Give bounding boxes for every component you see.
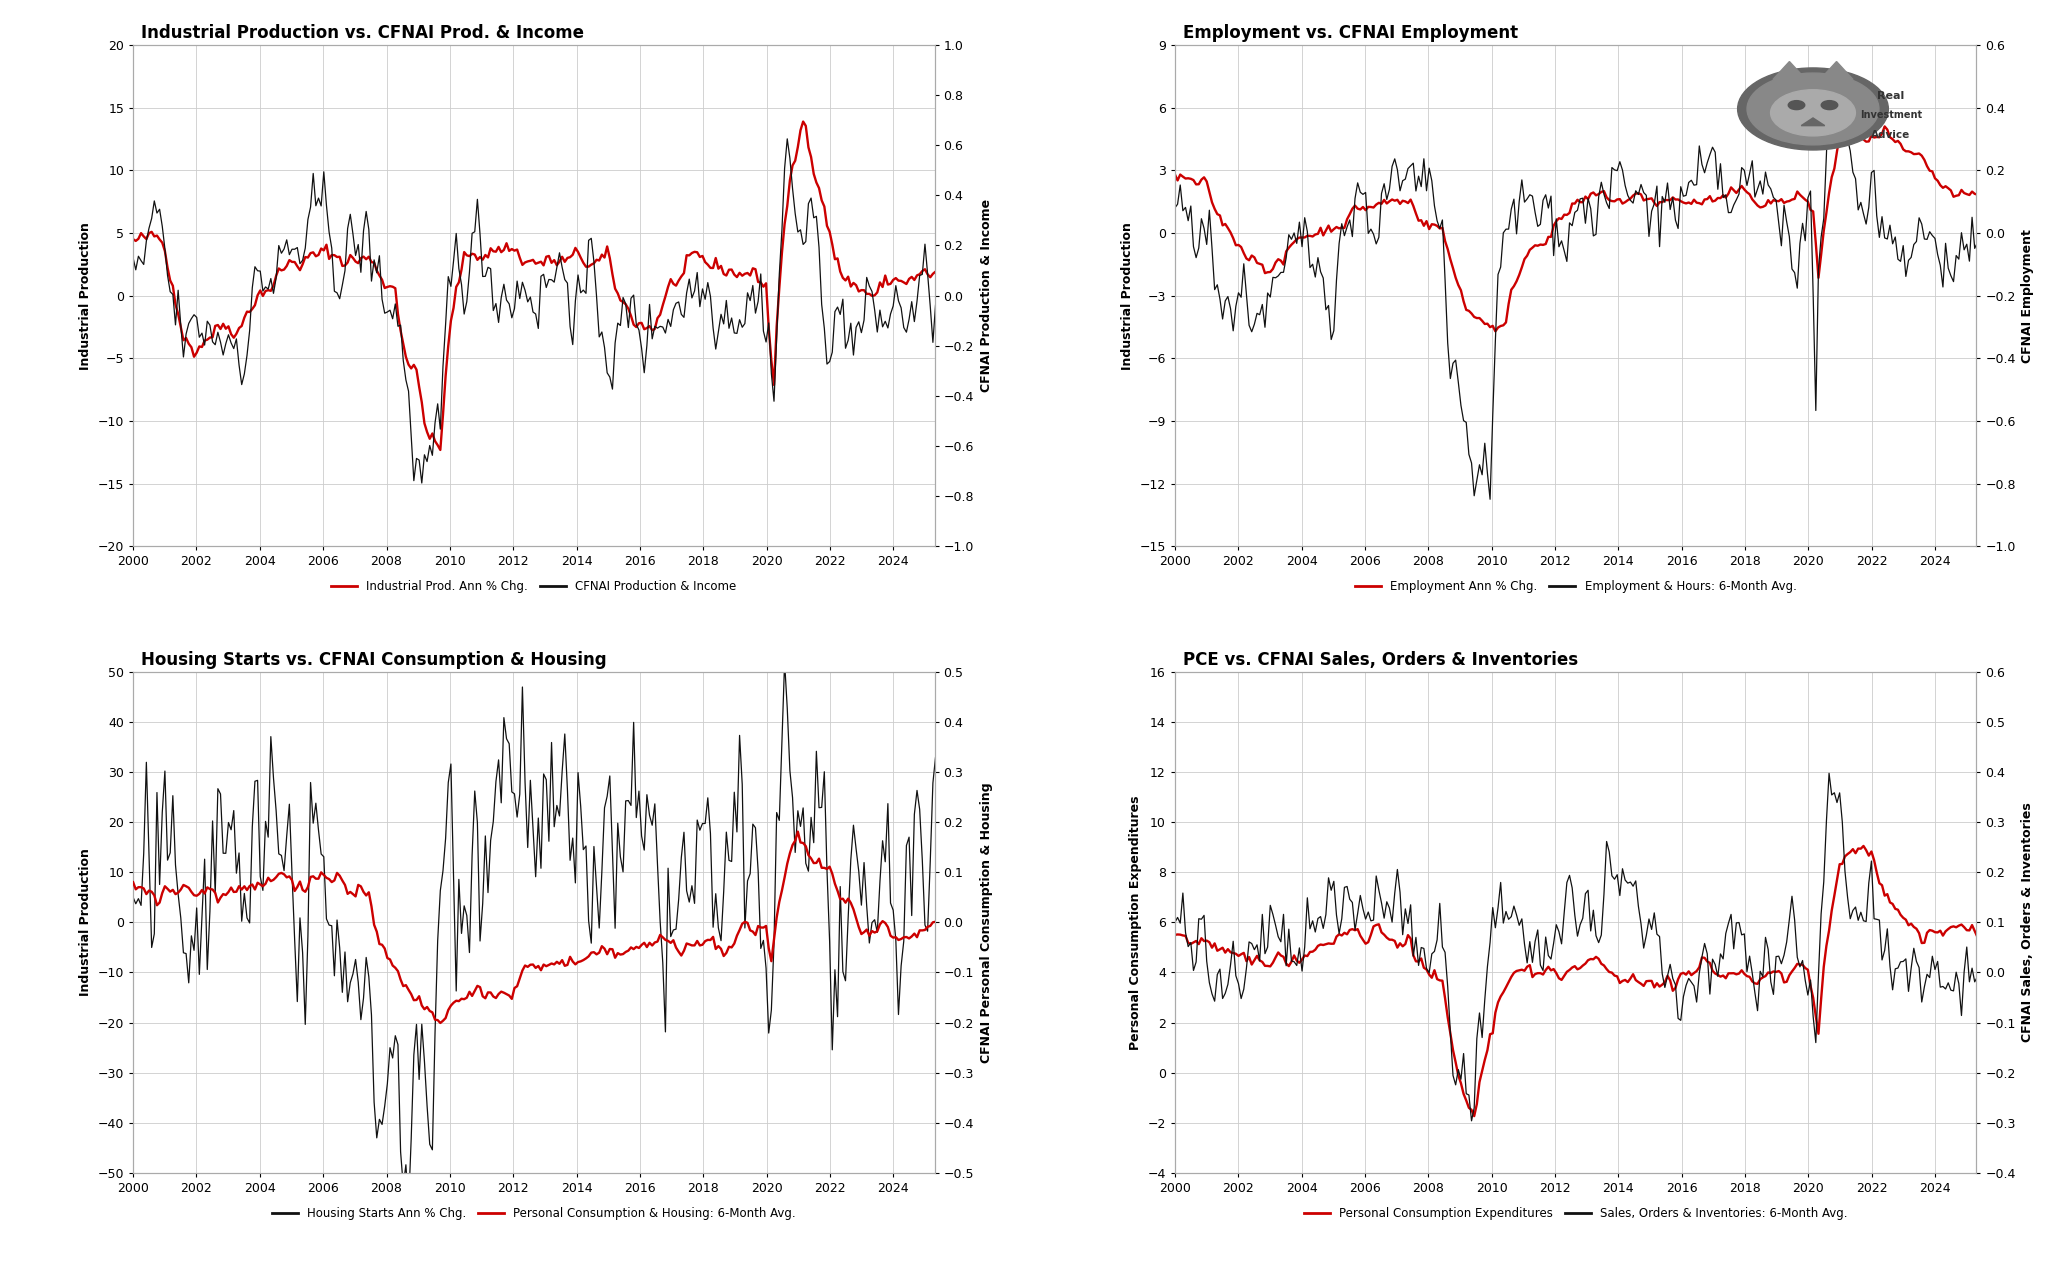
Y-axis label: CFNAI Employment: CFNAI Employment [2021, 228, 2034, 363]
Text: Industrial Production vs. CFNAI Prod. & Income: Industrial Production vs. CFNAI Prod. & … [141, 24, 584, 42]
Circle shape [1772, 90, 1855, 136]
Y-axis label: Industrial Production: Industrial Production [1120, 222, 1135, 369]
Polygon shape [1821, 62, 1853, 79]
Y-axis label: Personal Consumption Expenditures: Personal Consumption Expenditures [1128, 795, 1143, 1050]
Polygon shape [1802, 118, 1825, 126]
Text: PCE vs. CFNAI Sales, Orders & Inventories: PCE vs. CFNAI Sales, Orders & Inventorie… [1184, 651, 1579, 669]
Y-axis label: CFNAI Production & Income: CFNAI Production & Income [979, 199, 993, 392]
Text: Advice: Advice [1872, 129, 1911, 140]
Circle shape [1737, 68, 1888, 150]
Circle shape [1821, 100, 1837, 110]
Y-axis label: CFNAI Sales, Orders & Inventories: CFNAI Sales, Orders & Inventories [2021, 803, 2034, 1042]
Circle shape [1788, 100, 1804, 110]
Circle shape [1747, 73, 1878, 145]
Polygon shape [1774, 62, 1806, 79]
Text: Investment: Investment [1860, 110, 1921, 121]
Legend: Personal Consumption Expenditures, Sales, Orders & Inventories: 6-Month Avg.: Personal Consumption Expenditures, Sales… [1298, 1203, 1851, 1224]
Y-axis label: Industrial Production: Industrial Production [80, 849, 92, 996]
Y-axis label: Industrial Production: Industrial Production [80, 222, 92, 369]
Legend: Employment Ann % Chg., Employment & Hours: 6-Month Avg.: Employment Ann % Chg., Employment & Hour… [1350, 576, 1802, 597]
Legend: Industrial Prod. Ann % Chg., CFNAI Production & Income: Industrial Prod. Ann % Chg., CFNAI Produ… [326, 576, 741, 597]
Text: Real: Real [1878, 91, 1905, 101]
Y-axis label: CFNAI Personal Consumption & Housing: CFNAI Personal Consumption & Housing [979, 782, 993, 1063]
Text: Employment vs. CFNAI Employment: Employment vs. CFNAI Employment [1184, 24, 1518, 42]
Text: Housing Starts vs. CFNAI Consumption & Housing: Housing Starts vs. CFNAI Consumption & H… [141, 651, 606, 669]
Legend: Housing Starts Ann % Chg., Personal Consumption & Housing: 6-Month Avg.: Housing Starts Ann % Chg., Personal Cons… [266, 1203, 801, 1224]
